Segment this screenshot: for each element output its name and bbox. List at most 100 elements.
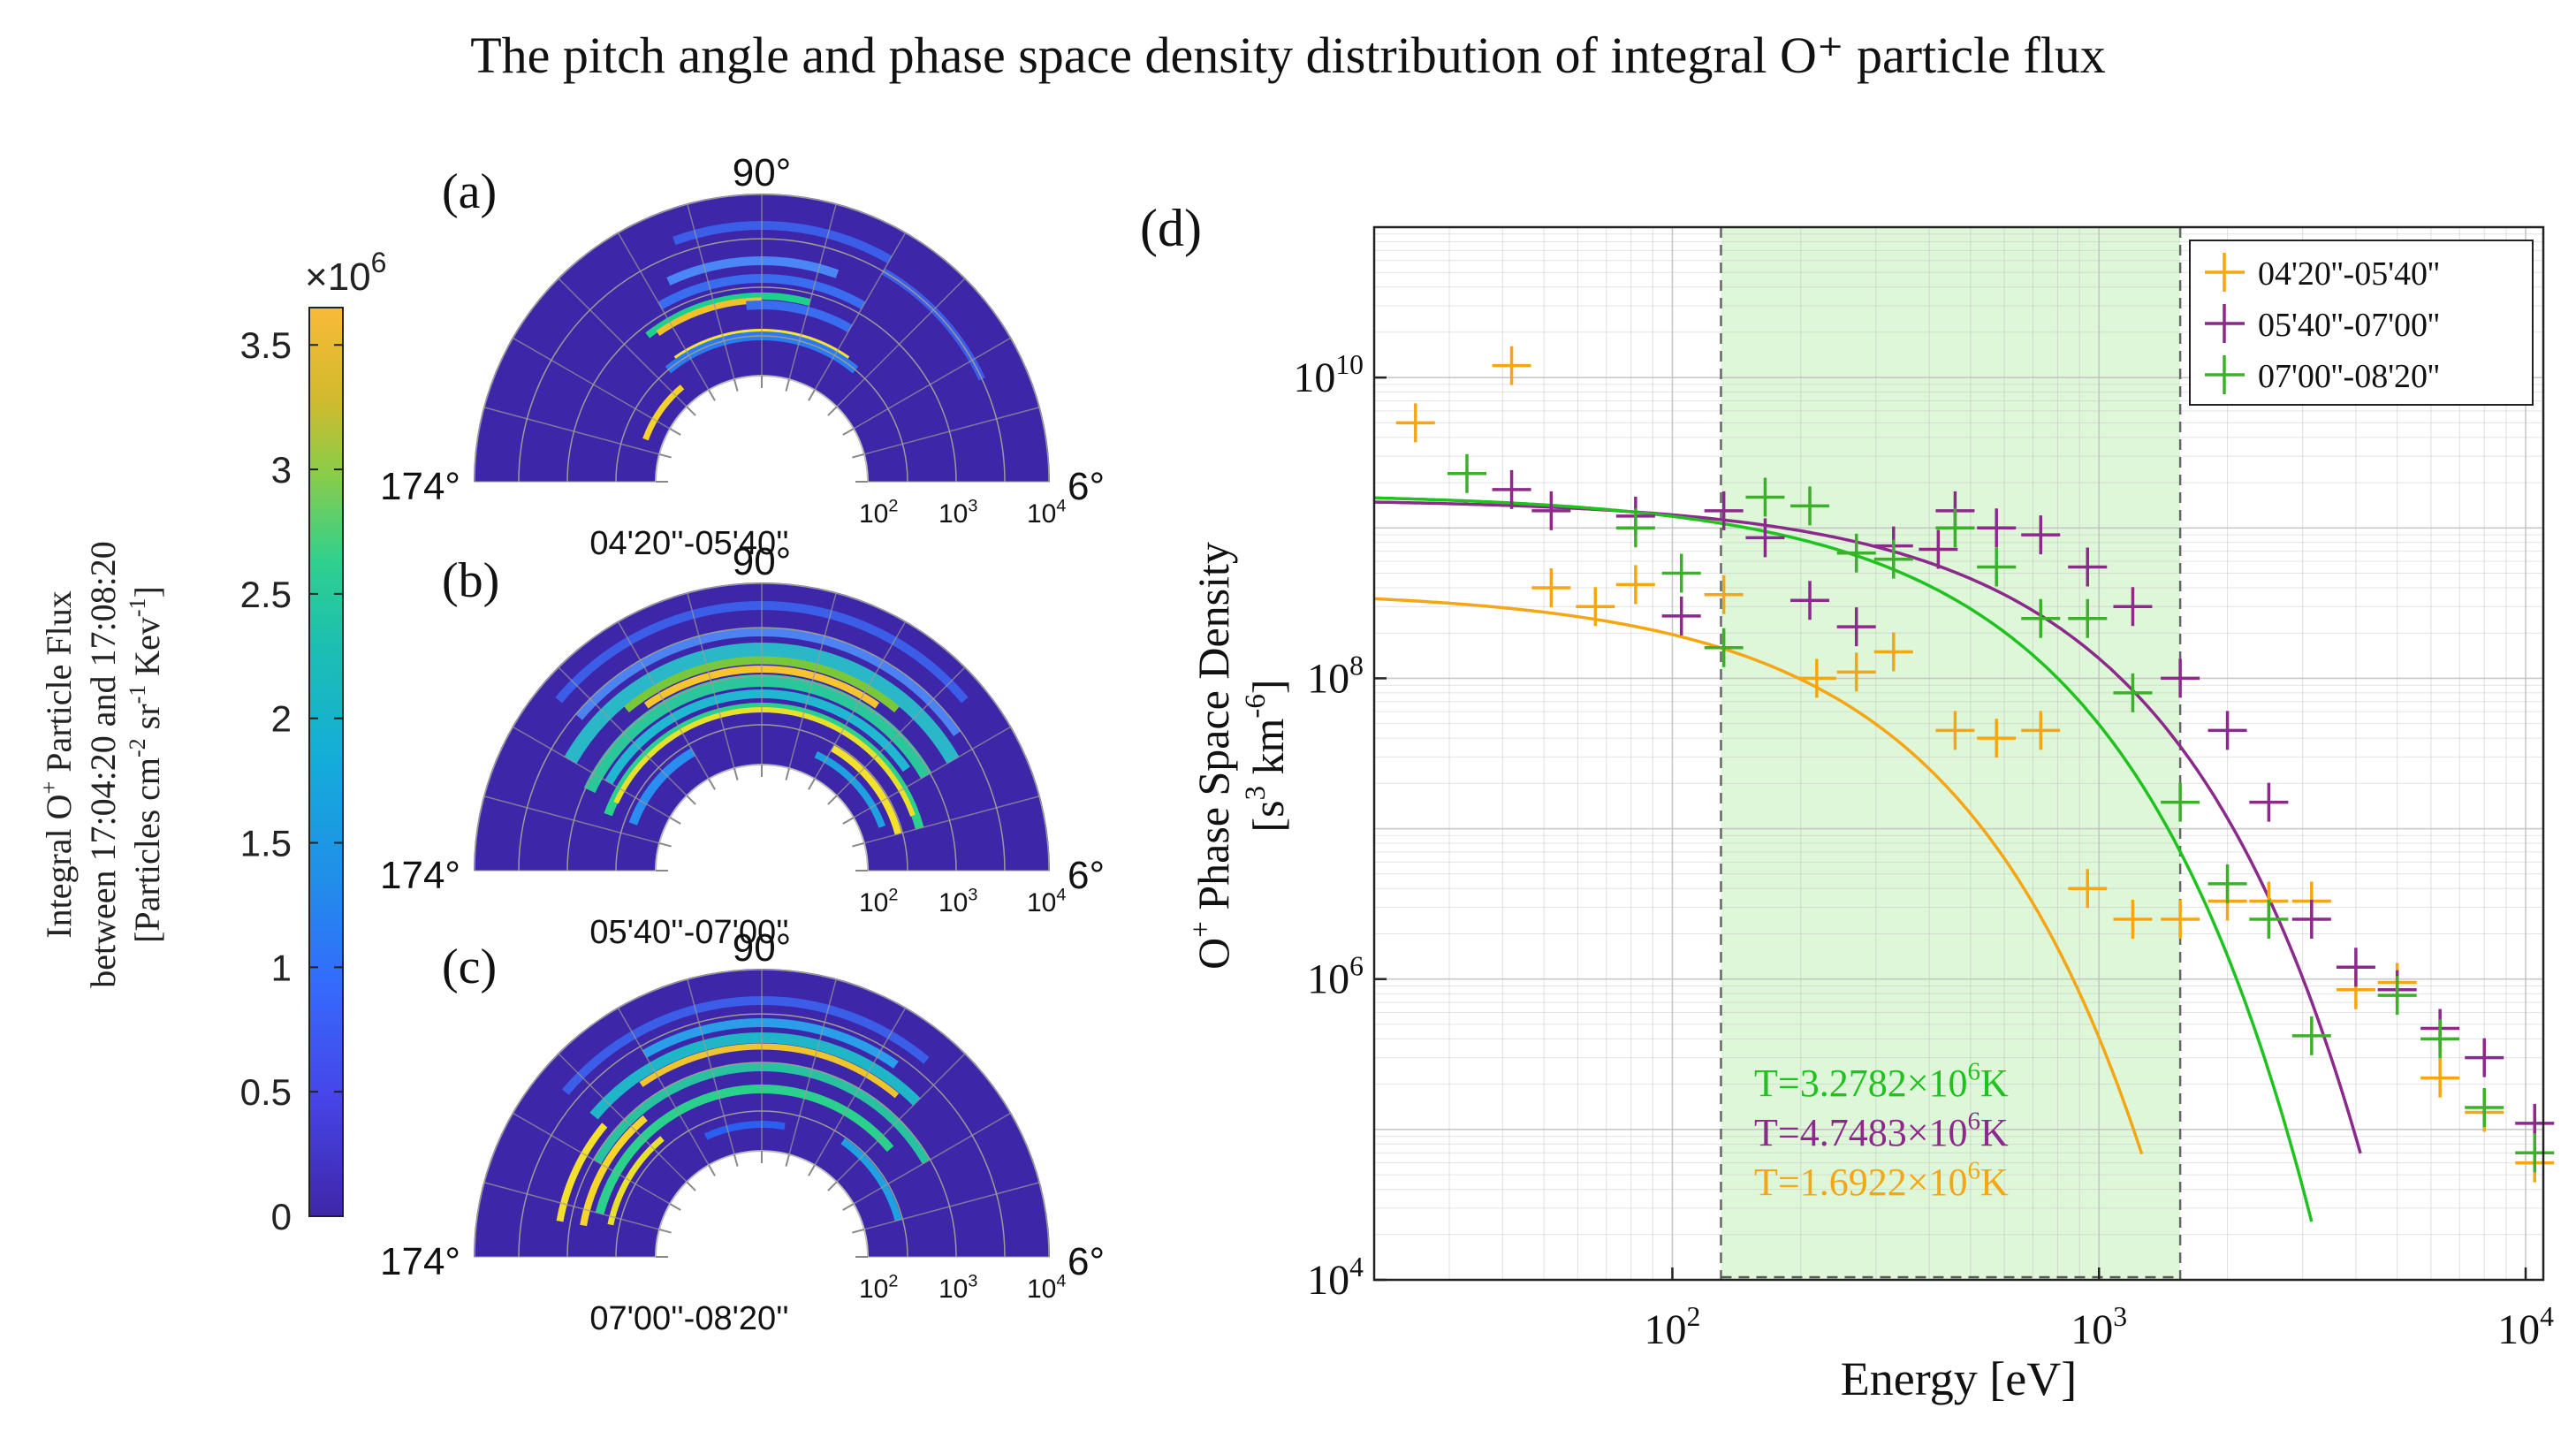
data-point — [2420, 1058, 2460, 1098]
legend-marker — [2205, 253, 2245, 292]
temperature-label: T=4.7483×106K — [1754, 1108, 2009, 1154]
polar-inner-tick — [785, 378, 791, 392]
data-point — [2207, 864, 2247, 903]
shaded-energy-band — [1721, 227, 2181, 1280]
data-point — [1704, 628, 1744, 667]
polar-panel-a: (a) 90° 174° 6° 04'20''-05'40'' 102 103 104 — [380, 151, 1105, 562]
polar-grid-radial — [617, 1007, 710, 1166]
flux-band — [604, 689, 910, 785]
polar-inner-tick — [842, 1203, 855, 1211]
angle-label-174: 174° — [380, 854, 460, 897]
figure-title: The pitch angle and phase space density … — [470, 27, 2106, 84]
flux-band — [628, 748, 696, 826]
data-point — [1919, 529, 1958, 569]
polar-inner-tick — [669, 428, 681, 436]
data-point — [2021, 598, 2061, 638]
polar-grid-radial — [788, 202, 838, 380]
data-point — [1531, 567, 1571, 607]
data-point — [1790, 486, 1830, 526]
polar-grid-radial — [863, 1181, 1041, 1230]
data-point — [1797, 658, 1836, 698]
polar-inner-tick — [658, 841, 672, 848]
colorbar-tick-label: 3 — [271, 449, 292, 491]
panel-label: (a) — [442, 164, 497, 219]
legend-marker — [2205, 304, 2245, 343]
data-point — [2291, 900, 2331, 940]
data-point — [2161, 658, 2200, 698]
polar-inner-tick — [686, 795, 696, 805]
y-tick-label: 1010 — [1293, 349, 1364, 401]
fit-curve — [1373, 500, 2362, 1154]
data-point — [1873, 539, 1913, 579]
polar-grid-radial — [788, 978, 838, 1155]
colorbar-tick-label: 0 — [271, 1196, 292, 1237]
data-point — [1836, 652, 1876, 692]
data-point — [2515, 1133, 2555, 1173]
polar-grid-arc — [518, 627, 1006, 872]
polar-inner-tick — [708, 389, 716, 401]
energy-tick-label: 104 — [1027, 885, 1066, 917]
angle-label-6: 6° — [1068, 1240, 1105, 1283]
polar-grid-radial — [814, 232, 907, 391]
energy-tick-label: 103 — [938, 885, 977, 917]
data-point — [2113, 587, 2153, 627]
data-point — [1935, 508, 1975, 548]
flux-band — [703, 1121, 786, 1140]
angle-label-174: 174° — [380, 1240, 460, 1283]
legend-label: 05'40''-07'00'' — [2258, 307, 2440, 344]
data-point — [1704, 575, 1744, 614]
angle-label-90: 90° — [733, 151, 792, 194]
polar-inner-tick — [842, 428, 855, 436]
flux-band — [666, 256, 840, 285]
polar-grid-radial — [863, 795, 1041, 844]
data-point — [1448, 453, 1486, 493]
y-axis-label: O+ Phase Space Density [s3 km-6] — [1185, 542, 1293, 970]
energy-tick-label: 102 — [859, 885, 898, 917]
energy-tick-label: 104 — [1027, 1271, 1066, 1304]
polar-inner-tick — [827, 1181, 838, 1191]
data-point — [1615, 565, 1655, 605]
x-tick-label: 102 — [1645, 1301, 1701, 1353]
data-point — [2021, 515, 2061, 555]
polar-grid-radial — [557, 1052, 688, 1183]
data-point — [1531, 491, 1571, 530]
data-point — [1745, 477, 1785, 517]
polar-grid-radial — [814, 1007, 907, 1166]
data-point — [2068, 598, 2108, 638]
energy-tick-label: 104 — [1027, 496, 1066, 529]
y-axis-label-line1: O+ Phase Space Density — [1185, 542, 1238, 970]
data-point — [2068, 869, 2108, 909]
flux-band — [642, 384, 685, 441]
panel-time-range: 05'40''-07'00'' — [589, 914, 788, 951]
data-point — [2291, 1016, 2331, 1055]
flux-band — [562, 996, 930, 1095]
polar-grid-radial — [814, 620, 907, 780]
colorbar-tick-label: 1.5 — [240, 823, 292, 864]
polar-grid-arc — [518, 238, 1006, 483]
flux-band — [575, 628, 961, 737]
colorbar-tick-label: 2.5 — [240, 574, 292, 615]
angle-label-6: 6° — [1068, 465, 1105, 508]
polar-grid-radial — [853, 726, 1012, 818]
data-point — [2465, 1087, 2504, 1127]
data-point — [2336, 948, 2375, 987]
colorbar-panel: 0 0.5 1 1.5 2 2.5 3 3.5 ×106 Integral O+ Partic… — [36, 247, 386, 1237]
y-axis-label-line2: [s3 km-6] — [1240, 679, 1293, 832]
panel-time-range: 07'00''-08'20'' — [589, 1300, 788, 1337]
angle-label-174: 174° — [380, 465, 460, 508]
data-point — [1977, 719, 2017, 758]
polar-grid-radial — [512, 1112, 671, 1205]
energy-tick-label: 102 — [859, 496, 898, 529]
panel-label-d: (d) — [1140, 199, 1202, 257]
polar-inner-tick — [658, 1228, 672, 1234]
legend-label: 07'00''-08'20'' — [2258, 358, 2440, 395]
polar-grid-arc — [474, 582, 1050, 872]
flux-band — [607, 1136, 665, 1226]
flux-band — [645, 293, 811, 339]
data-point — [2161, 782, 2200, 822]
flux-band — [746, 301, 853, 333]
temperature-label: T=1.6922×106K — [1754, 1157, 2009, 1204]
polar-grid-arc — [474, 969, 1050, 1258]
polar-grid-radial — [836, 666, 967, 796]
flux-band — [556, 1123, 608, 1222]
